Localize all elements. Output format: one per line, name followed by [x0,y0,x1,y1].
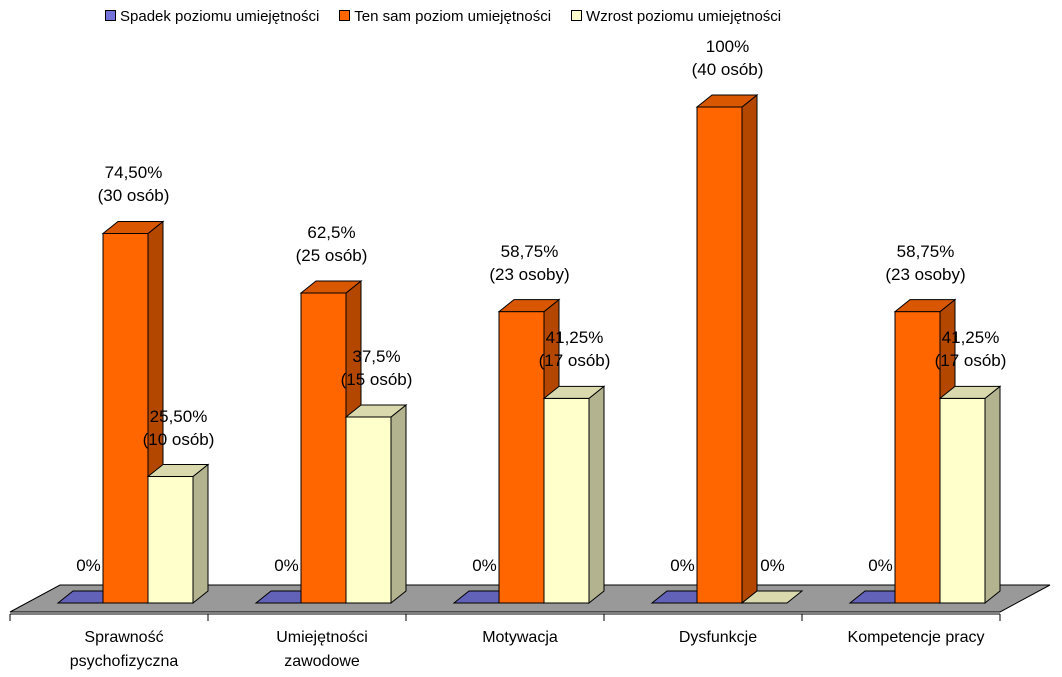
data-label: 58,75% (23 osoby) [885,241,966,284]
data-label: 0% [670,556,695,575]
x-tick-label: Dysfunkcje [678,629,758,646]
legend-swatch [571,10,583,21]
bar-top [101,220,165,234]
bar-top [893,299,957,313]
bar-top [695,94,759,108]
bar-side [588,385,605,605]
bar-front [939,397,986,604]
x-tick-label: Sprawność psychofizyczna [69,629,179,670]
bar-front [543,397,590,604]
legend-label: Spadek poziomu umiejętności [120,8,320,25]
data-label: 0% [472,556,497,575]
legend-label: Wzrost poziomu umiejętności [586,8,782,25]
bar-side [192,463,209,605]
x-tick-label: Kompetencje pracy [847,629,985,646]
bar-front [696,106,743,604]
data-label: 100% (40 osób) [691,37,764,79]
data-label: 0% [868,556,893,575]
data-label: 0% [76,556,101,575]
x-tick-label: Motywacja [482,629,558,646]
data-label: 41,25% (17 osób) [934,328,1007,371]
bar-top [299,280,363,294]
bar-top [497,299,561,313]
legend-item: Ten sam poziom umiejętności [339,8,551,25]
data-label: 62,5% (25 osób) [295,223,368,265]
data-label: 58,75% (23 osoby) [489,241,570,284]
legend-label: Ten sam poziom umiejętności [354,8,552,25]
legend-item: Spadek poziomu umiejętności [105,8,319,25]
data-label: 37,5% (15 osób) [340,347,413,389]
bar [938,385,1002,605]
bar-side [390,403,407,605]
data-label: 41,25% (17 osób) [538,328,611,371]
data-label: 0% [274,556,299,575]
bar-front [147,476,194,604]
bar-side [984,385,1001,605]
bar-front [300,292,347,604]
bar-top [344,404,408,418]
bar-front [498,311,545,604]
bar-top [740,590,804,604]
data-label: 25,50% (10 osób) [142,406,215,449]
bar [695,93,759,605]
bar [344,403,408,605]
bar-front [345,416,392,604]
legend-swatch [105,10,116,21]
x-tick-label: Umiejętności zawodowe [276,629,368,670]
bar-side [741,93,758,605]
legend-item: Wzrost poziomu umiejętności [571,8,781,25]
bar-front [894,311,941,604]
bar-front [102,232,149,604]
bar [542,385,606,605]
bar-top [938,385,1002,399]
bar-top [542,385,606,399]
legend-swatch [339,10,351,21]
bar [740,590,804,604]
data-label: 74,50% (30 osób) [97,163,170,206]
bar [146,463,210,605]
data-label: 0% [760,556,785,575]
bar-top [146,464,210,478]
